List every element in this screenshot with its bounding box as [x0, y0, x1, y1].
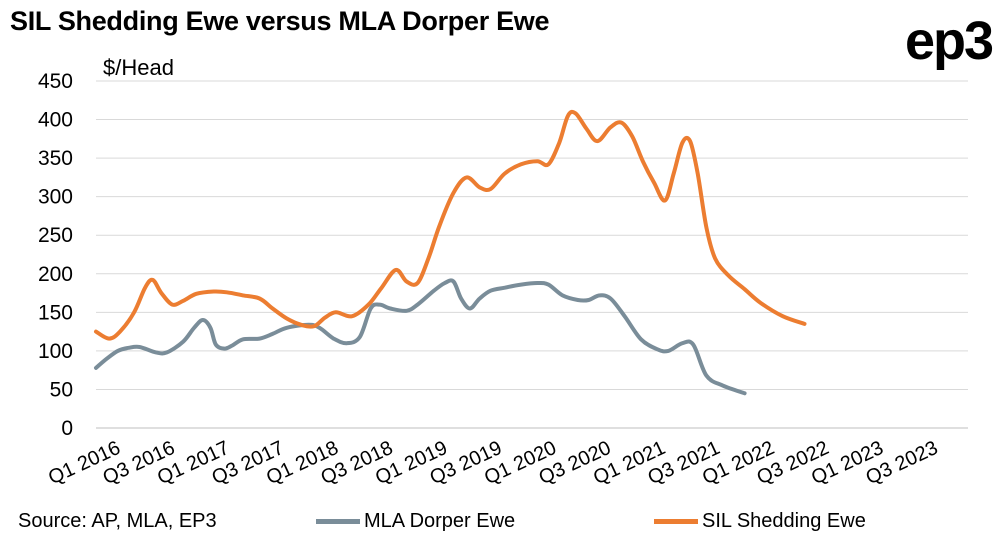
legend-label-sil: SIL Shedding Ewe: [702, 510, 866, 532]
y-tick-label: 50: [50, 378, 73, 401]
brand-logo: ep3: [904, 11, 994, 71]
y-tick-label: 450: [38, 70, 73, 93]
y-tick-label: 200: [38, 263, 73, 286]
y-axis-ticks: 0 50 100 150 200 250 300 350 400 450: [38, 70, 73, 440]
legend-label-dorper: MLA Dorper Ewe: [364, 510, 516, 532]
source-note: Source: AP, MLA, EP3: [18, 510, 217, 532]
legend-item-sil: SIL Shedding Ewe: [654, 510, 866, 533]
series-line-sil: [94, 109, 807, 341]
y-tick-label: 150: [38, 301, 73, 324]
series-group: [94, 109, 807, 396]
y-tick-label: 250: [38, 224, 73, 247]
y-tick-label: 0: [61, 417, 73, 440]
legend-swatch-sil: [654, 519, 698, 524]
chart-title: SIL Shedding Ewe versus MLA Dorper Ewe: [10, 6, 550, 36]
y-tick-label: 400: [38, 109, 73, 132]
y-tick-label: 100: [38, 340, 73, 363]
y-axis-unit-label: $/Head: [103, 55, 174, 80]
y-tick-label: 300: [38, 186, 73, 209]
y-tick-label: 350: [38, 147, 73, 170]
legend-item-dorper: MLA Dorper Ewe: [316, 510, 515, 533]
legend-swatch-dorper: [316, 519, 360, 524]
grid-lines: [96, 80, 968, 429]
series-line-dorper: [94, 278, 747, 396]
